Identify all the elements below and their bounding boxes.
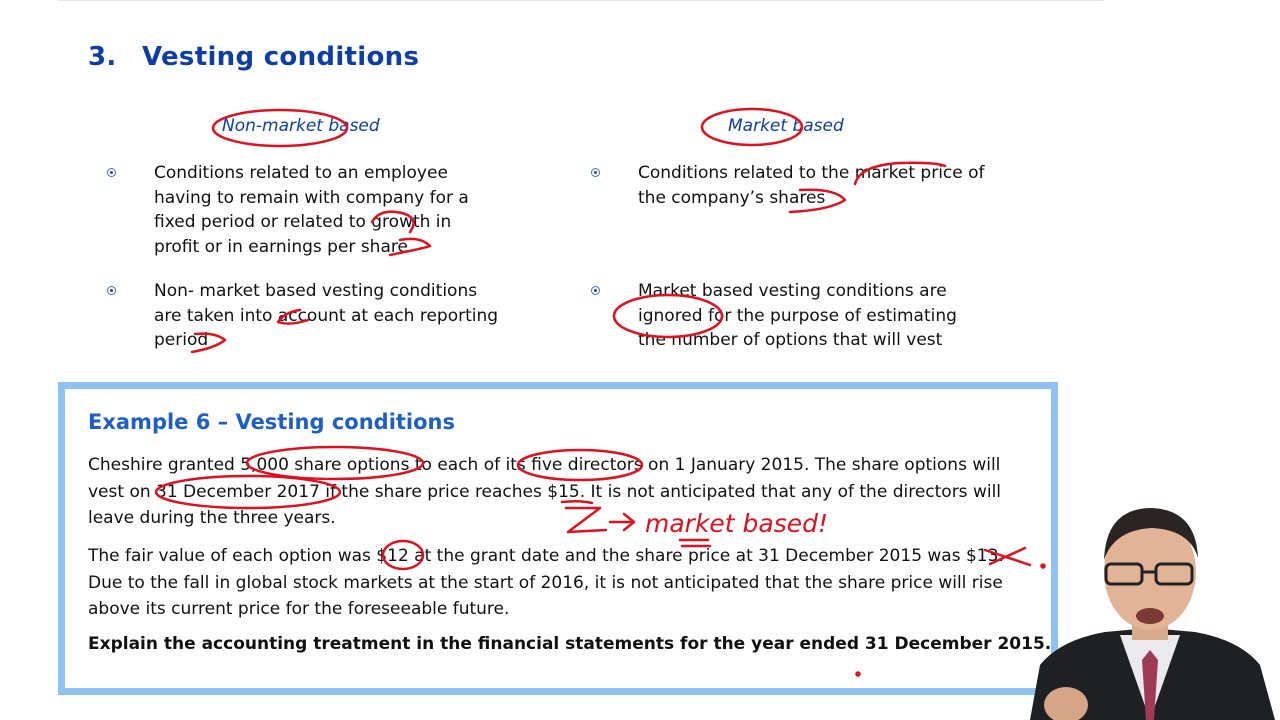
paragraph-line: The fair value of each option was $12 at… <box>88 546 1004 566</box>
bullet-line: period <box>154 330 209 350</box>
example-paragraph-1: Cheshire granted 5,000 share options to … <box>88 452 1033 532</box>
bullet-line: the number of options that will vest <box>638 330 943 350</box>
paragraph-line: vest on 31 December 2017 if the share pr… <box>88 481 1002 502</box>
section-title: 3. Vesting conditions <box>88 42 419 72</box>
section-title-text: Vesting conditions <box>142 42 420 72</box>
paragraph-line: Due to the fall in global stock markets … <box>88 572 1003 593</box>
presenter-video <box>1030 508 1275 720</box>
bullet-line: Conditions related to the market price o… <box>638 163 985 183</box>
bullet-non-market-2: Non- market based vesting conditions are… <box>107 279 499 353</box>
paragraph-line: above its current price for the foreseea… <box>88 599 510 619</box>
bullet-non-market-1: Conditions related to an employee having… <box>107 161 469 259</box>
bullet-line: Non- market based vesting conditions <box>154 281 478 301</box>
bullet-market-2: Market based vesting conditions are igno… <box>591 279 957 353</box>
bullet-icon <box>107 168 116 177</box>
bullet-line: the company’s shares <box>638 187 826 208</box>
column-heading-non-market: Non-market based <box>222 116 380 136</box>
bullet-icon <box>591 168 600 177</box>
section-number: 3. <box>88 42 117 72</box>
bullet-line: are taken into account at each reporting <box>154 305 499 326</box>
paragraph-line: Cheshire granted 5,000 share options to … <box>88 455 1001 475</box>
column-heading-market: Market based <box>728 116 844 136</box>
bullet-line: fixed period or related to growth in <box>154 212 452 232</box>
paragraph-line: leave during the three years. <box>88 508 336 528</box>
example-title: Example 6 – Vesting conditions <box>88 410 456 434</box>
bullet-line: profit or in earnings per share <box>154 236 408 257</box>
top-divider <box>58 0 1103 1</box>
bullet-line: ignored for the purpose of estimating <box>638 305 957 326</box>
example-paragraph-2: The fair value of each option was $12 at… <box>88 543 1033 623</box>
bullet-line: Market based vesting conditions are <box>638 281 947 301</box>
example-question: Explain the accounting treatment in the … <box>88 634 1052 654</box>
bullet-line: Conditions related to an employee <box>154 163 448 183</box>
bullet-icon <box>107 286 116 295</box>
bullet-line: having to remain with company for a <box>154 187 469 208</box>
bullet-market-1: Conditions related to the market price o… <box>591 161 985 210</box>
bullet-icon <box>591 286 600 295</box>
example-box <box>58 382 1058 695</box>
